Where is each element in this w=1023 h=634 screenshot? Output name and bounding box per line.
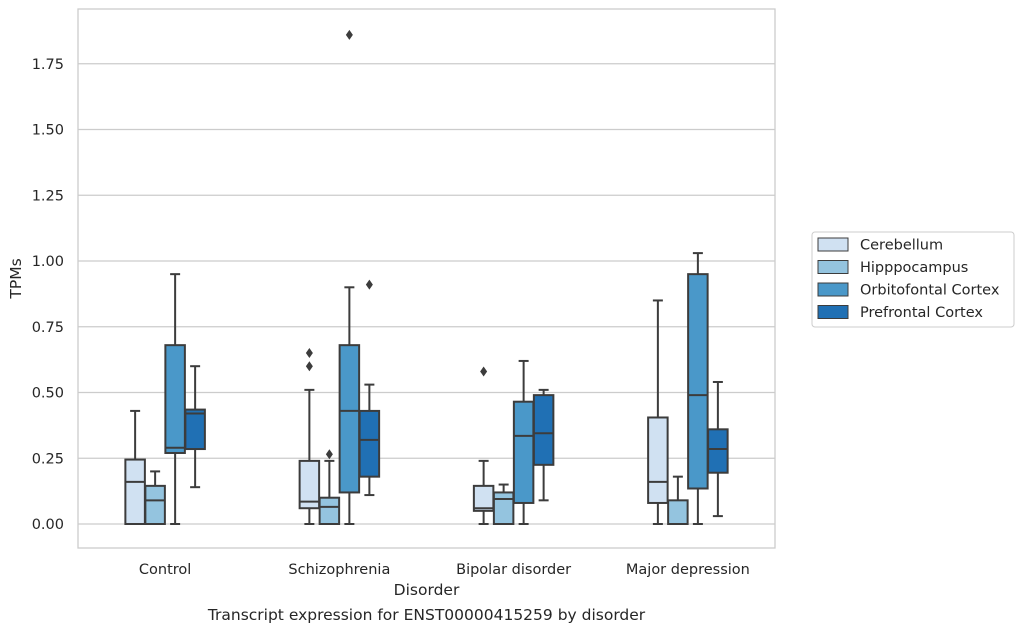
x-axis-label: Disorder bbox=[394, 581, 460, 599]
box-series bbox=[124, 29, 729, 526]
legend: Cerebellum Hipppocampus Orbitofontal Corte… bbox=[811, 231, 1015, 328]
x-tick-label: Schizophrenia bbox=[288, 562, 390, 578]
y-tick-label: 0.00 bbox=[32, 517, 64, 533]
x-tick-labels: Control Schizophrenia Bipolar disorder Majo… bbox=[139, 562, 750, 578]
outlier-point bbox=[325, 449, 333, 460]
box-hipppocampus bbox=[492, 483, 515, 526]
y-tick-label: 0.25 bbox=[32, 451, 64, 467]
box-orbitofontal-cortex bbox=[687, 252, 709, 525]
box-iqr bbox=[338, 344, 361, 494]
y-tick-label: 1.00 bbox=[32, 254, 64, 270]
plot-frame bbox=[77, 8, 776, 549]
box-cerebellum bbox=[298, 348, 321, 525]
x-tick-label: Control bbox=[139, 562, 191, 578]
box-hipppocampus bbox=[144, 470, 166, 525]
box-prefrontal-cortex bbox=[184, 365, 206, 489]
box-iqr bbox=[687, 273, 709, 490]
outlier-point bbox=[345, 29, 353, 40]
legend-swatch bbox=[817, 282, 849, 297]
y-tick-labels: 0.00 0.25 0.50 0.75 1.00 1.25 1.50 1.75 bbox=[32, 57, 64, 533]
box-iqr bbox=[472, 484, 495, 512]
box-hipppocampus bbox=[318, 449, 341, 526]
box-iqr bbox=[298, 459, 321, 510]
box-iqr bbox=[532, 394, 555, 466]
figure-caption: Transcript expression for ENST0000041525… bbox=[207, 606, 646, 624]
gridlines bbox=[78, 63, 775, 525]
box-cerebellum bbox=[472, 366, 495, 525]
box-iqr bbox=[164, 344, 186, 454]
outlier-point bbox=[305, 361, 313, 372]
box-iqr bbox=[318, 496, 341, 526]
legend-frame bbox=[811, 231, 1015, 328]
box-iqr bbox=[492, 491, 515, 526]
legend-swatch bbox=[817, 237, 849, 252]
box-iqr bbox=[184, 408, 206, 451]
box-prefrontal-cortex bbox=[358, 279, 381, 497]
y-axis-label: TPMs bbox=[7, 258, 25, 299]
box-orbitofontal-cortex bbox=[338, 29, 361, 525]
box-iqr bbox=[647, 416, 669, 504]
box-iqr bbox=[124, 458, 146, 525]
box-iqr bbox=[667, 499, 689, 525]
legend-label: Prefrontal Cortex bbox=[860, 305, 983, 321]
box-hipppocampus bbox=[667, 475, 689, 525]
legend-swatch bbox=[817, 260, 849, 274]
box-cerebellum bbox=[647, 299, 669, 525]
x-tick-label: Bipolar disorder bbox=[456, 562, 571, 578]
y-tick-label: 0.50 bbox=[32, 386, 64, 402]
box-iqr bbox=[358, 409, 381, 478]
box-orbitofontal-cortex bbox=[512, 359, 535, 525]
y-tick-label: 1.25 bbox=[32, 188, 64, 204]
box-prefrontal-cortex bbox=[707, 380, 729, 518]
legend-label: Orbitofontal Cortex bbox=[860, 283, 1000, 299]
box-orbitofontal-cortex bbox=[164, 273, 186, 525]
outlier-point bbox=[365, 279, 373, 290]
legend-swatch bbox=[817, 305, 849, 319]
box-iqr bbox=[707, 428, 729, 474]
y-tick-label: 1.50 bbox=[32, 123, 64, 139]
box-iqr bbox=[512, 400, 535, 504]
legend-label: Hipppocampus bbox=[860, 260, 968, 276]
y-tick-label: 1.75 bbox=[32, 57, 64, 73]
box-cerebellum bbox=[124, 409, 146, 525]
legend-label: Cerebellum bbox=[860, 238, 943, 254]
box-prefrontal-cortex bbox=[532, 388, 555, 502]
x-tick-label: Major depression bbox=[626, 562, 750, 578]
box-iqr bbox=[144, 484, 166, 525]
outlier-point bbox=[480, 366, 488, 377]
y-tick-label: 0.75 bbox=[32, 320, 64, 336]
outlier-point bbox=[305, 348, 313, 359]
